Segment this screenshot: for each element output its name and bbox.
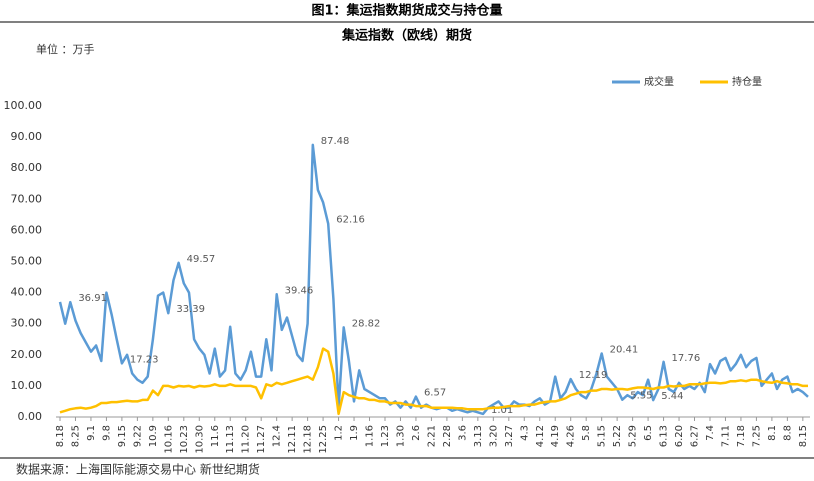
y-tick-label: 20.00 <box>11 348 43 361</box>
series-line <box>58 143 809 416</box>
legend-label: 成交量 <box>644 75 674 88</box>
x-tick-label: 8.25 <box>70 425 81 447</box>
data-label: 20.41 <box>610 345 639 356</box>
x-tick-label: 5.15 <box>597 425 608 447</box>
chart-subtitle: 集运指数（欧线）期货 <box>341 28 472 44</box>
x-tick-label: 4.12 <box>535 425 546 447</box>
x-tick-label: 1.23 <box>380 425 391 447</box>
x-tick-label: 1.16 <box>365 425 376 447</box>
x-tick-label: 9.15 <box>117 425 128 447</box>
x-tick-label: 11.20 <box>241 425 252 454</box>
data-label: 49.57 <box>187 254 216 265</box>
y-tick-label: 100.00 <box>4 99 43 112</box>
x-tick-label: 5.22 <box>612 425 623 447</box>
x-tick-label: 4.3 <box>519 425 530 441</box>
x-tick-label: 8.1 <box>767 425 778 441</box>
x-tick-label: 9.8 <box>101 425 112 441</box>
x-tick-label: 4.19 <box>550 425 561 447</box>
x-tick-label: 4.26 <box>566 425 577 447</box>
data-label: 39.46 <box>285 285 314 296</box>
x-tick-label: 9.1 <box>86 425 97 441</box>
x-tick-label: 1.9 <box>349 425 360 441</box>
y-tick-label: 70.00 <box>11 192 43 205</box>
x-tick-label: 12.4 <box>272 425 283 447</box>
y-tick-label: 50.00 <box>11 255 43 268</box>
chart-title: 图1：集运指数期货成交与持仓量 <box>311 3 502 19</box>
x-tick-label: 3.20 <box>488 425 499 447</box>
data-label: 1.01 <box>491 405 513 416</box>
x-tick-label: 3.27 <box>504 425 515 447</box>
x-tick-label: 6.27 <box>690 425 701 447</box>
y-tick-label: 90.00 <box>11 130 43 143</box>
x-tick-label: 5.29 <box>628 425 639 447</box>
x-tick-label: 7.18 <box>736 425 747 447</box>
x-tick-label: 10.23 <box>179 425 190 454</box>
legend-label: 持仓量 <box>732 75 762 88</box>
x-tick-label: 11.6 <box>210 425 221 447</box>
x-tick-label: 8.15 <box>798 425 809 447</box>
x-tick-label: 2.28 <box>442 425 453 447</box>
x-tick-label: 12.25 <box>318 425 329 454</box>
data-label: 12.19 <box>579 370 608 381</box>
data-label: 17.76 <box>672 353 701 364</box>
x-tick-label: 5.8 <box>581 425 592 441</box>
y-tick-label: 60.00 <box>11 223 43 236</box>
y-tick-label: 10.00 <box>11 379 43 392</box>
x-tick-label: 11.13 <box>225 425 236 454</box>
x-tick-label: 9.22 <box>132 425 143 447</box>
data-label: 33.39 <box>176 304 205 315</box>
y-tick-label: 80.00 <box>11 161 43 174</box>
x-tick-label: 6.20 <box>674 425 685 447</box>
data-label: 5.55 <box>630 391 652 402</box>
x-tick-label: 11.27 <box>256 425 267 454</box>
data-label: 87.48 <box>321 136 350 147</box>
data-label: 5.44 <box>661 391 683 402</box>
x-tick-label: 3.13 <box>473 425 484 447</box>
x-tick-label: 1.30 <box>395 425 406 447</box>
data-label: 17.23 <box>130 354 159 365</box>
data-label: 36.91 <box>78 293 107 304</box>
y-tick-label: 30.00 <box>11 317 43 330</box>
x-tick-label: 8.8 <box>782 425 793 441</box>
x-tick-label: 12.11 <box>287 425 298 454</box>
data-label: 6.57 <box>424 388 446 399</box>
x-tick-label: 7.25 <box>751 425 762 447</box>
x-tick-label: 10.9 <box>148 425 159 447</box>
x-tick-label: 3.6 <box>457 425 468 441</box>
unit-label: 单位 ：万手 <box>36 42 95 56</box>
x-tick-label: 12.18 <box>303 425 314 454</box>
x-tick-label: 6.13 <box>659 425 670 447</box>
x-tick-label: 10.16 <box>163 425 174 454</box>
data-label: 62.16 <box>336 215 365 226</box>
y-tick-label: 40.00 <box>11 286 43 299</box>
data-label: 28.82 <box>352 318 381 329</box>
series-line <box>59 347 808 416</box>
x-tick-label: 2.21 <box>426 425 437 447</box>
x-tick-label: 6.5 <box>643 425 654 441</box>
x-tick-label: 7.4 <box>705 425 716 441</box>
x-tick-label: 8.18 <box>55 425 66 447</box>
y-tick-label: 0.00 <box>18 410 43 423</box>
x-tick-label: 2.6 <box>411 425 422 441</box>
x-tick-label: 7.11 <box>720 425 731 447</box>
source: 数据来源：上海国际能源交易中心 新世纪期货 <box>16 462 260 477</box>
x-tick-label: 1.2 <box>334 425 345 441</box>
x-tick-label: 10.30 <box>194 425 205 454</box>
